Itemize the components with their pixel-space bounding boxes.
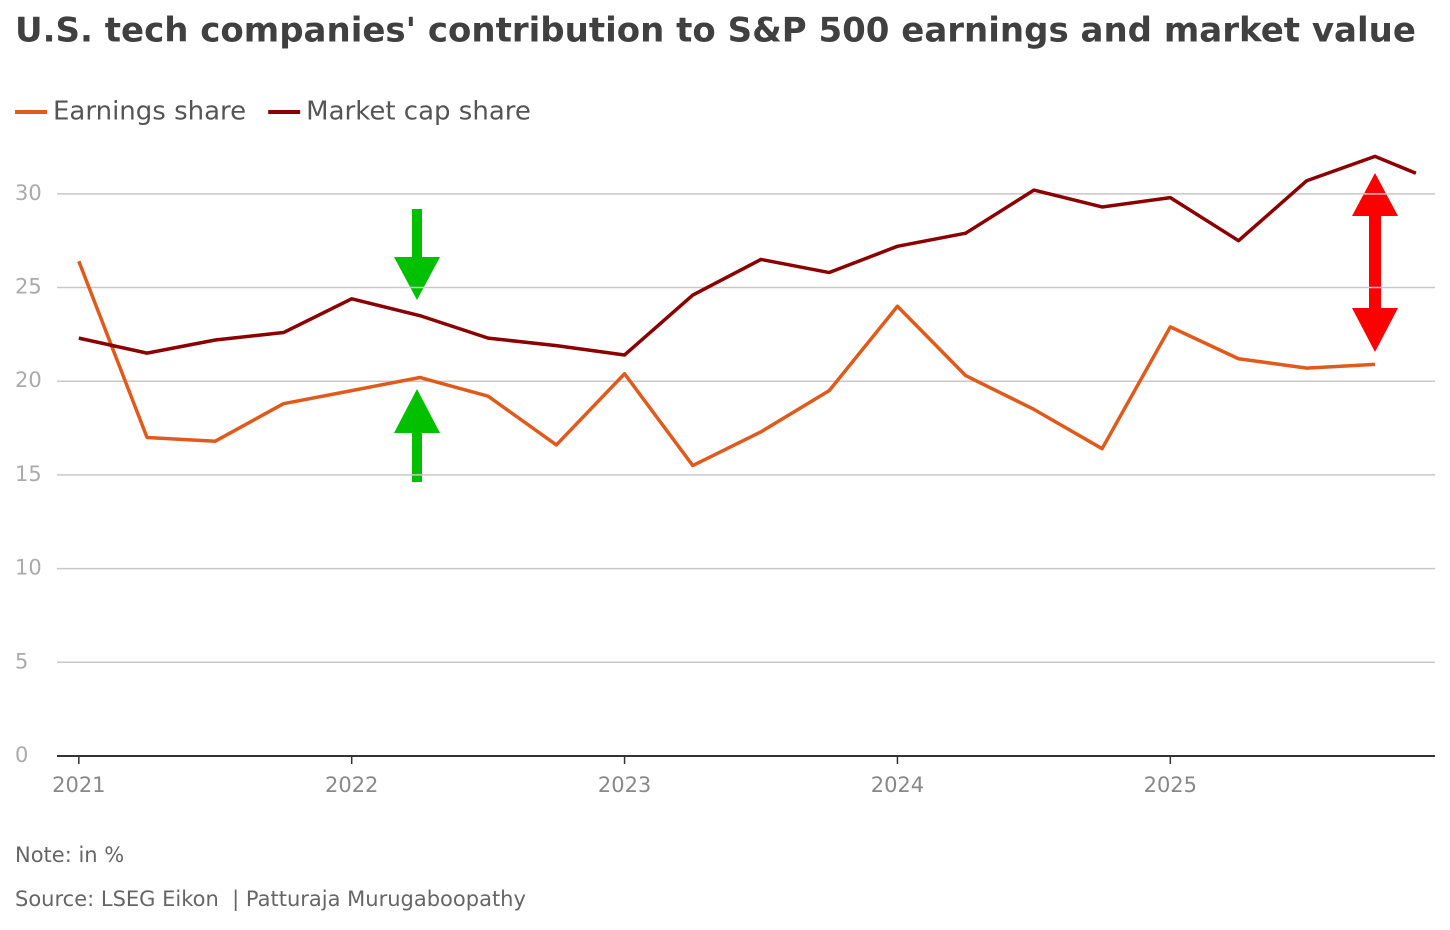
legend: Earnings share Market cap share bbox=[15, 97, 531, 127]
arrow-head bbox=[1352, 308, 1398, 352]
chart-title: U.S. tech companies' contribution to S&P… bbox=[15, 11, 1416, 51]
y-tick-label: 20 bbox=[15, 368, 42, 392]
legend-label: Earnings share bbox=[53, 97, 246, 127]
arrow-head bbox=[394, 257, 440, 300]
legend-label: Market cap share bbox=[306, 97, 531, 127]
y-tick-label: 10 bbox=[15, 556, 42, 580]
y-tick-label: 5 bbox=[15, 649, 28, 673]
x-tick-label: 2025 bbox=[1144, 773, 1197, 797]
series-line bbox=[78, 154, 1417, 357]
y-tick-label: 15 bbox=[15, 462, 42, 486]
arrow-shaft bbox=[412, 209, 422, 261]
x-tick-label: 2021 bbox=[52, 773, 105, 797]
y-tick-label: 30 bbox=[15, 181, 42, 205]
x-tick-label: 2023 bbox=[598, 773, 651, 797]
note: Note: in % bbox=[15, 843, 124, 867]
series-line bbox=[77, 260, 1376, 468]
y-tick-label: 0 bbox=[15, 743, 28, 767]
source: Source: LSEG Eikon | Patturaja Murugaboo… bbox=[15, 887, 526, 912]
y-tick-label: 25 bbox=[15, 275, 42, 299]
arrow-shaft bbox=[1369, 210, 1381, 314]
x-tick-label: 2024 bbox=[871, 773, 924, 797]
arrow-shaft bbox=[412, 428, 422, 482]
x-tick-label: 2022 bbox=[325, 773, 378, 797]
arrow-head bbox=[394, 389, 440, 433]
